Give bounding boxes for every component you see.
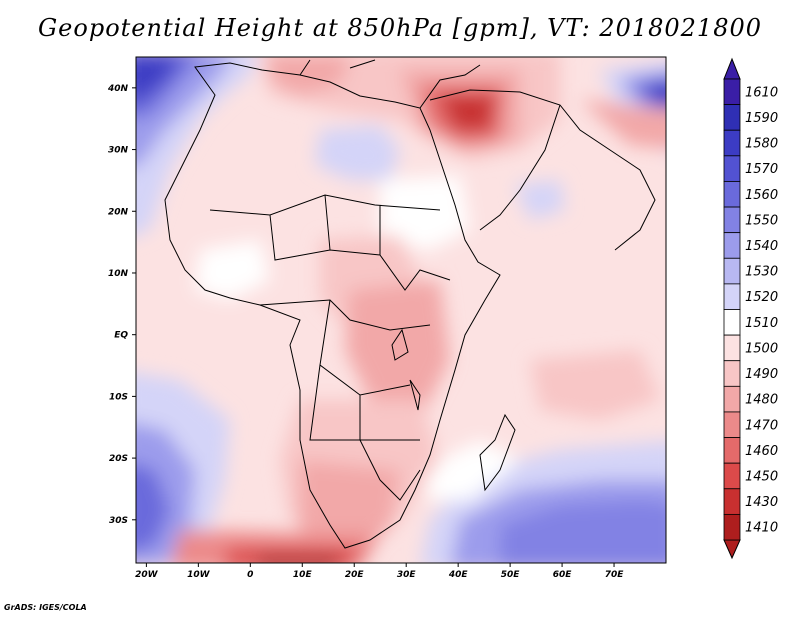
lat-tick-label: EQ bbox=[114, 331, 128, 341]
lon-tick-label: 30E bbox=[397, 570, 417, 580]
height-field bbox=[136, 57, 666, 563]
colorbar-label: 1590 bbox=[745, 111, 778, 126]
longitude-axis: 20W 10W 0 10E 20E 30E 40E 50E 60E 70E bbox=[135, 563, 624, 580]
colorbar-label: 1450 bbox=[745, 469, 778, 484]
colorbar-swatch bbox=[723, 206, 741, 234]
lon-tick-label: 70E bbox=[605, 570, 625, 580]
lat-tick-label: 30S bbox=[109, 516, 128, 526]
colorbar-label: 1430 bbox=[745, 495, 778, 510]
grads-credit: GrADS: IGES/COLA bbox=[4, 603, 87, 612]
colorbar-swatch bbox=[723, 513, 741, 541]
map-frame bbox=[135, 56, 667, 564]
colorbar-swatch bbox=[723, 129, 741, 157]
colorbar-label: 1530 bbox=[745, 265, 778, 280]
colorbar-swatch bbox=[723, 385, 741, 413]
colorbar-label: 1500 bbox=[745, 341, 778, 356]
colorbar-swatch bbox=[723, 309, 741, 336]
colorbar-label: 1570 bbox=[745, 162, 778, 177]
colorbar-swatch bbox=[723, 334, 741, 362]
lon-tick-label: 20E bbox=[345, 570, 365, 580]
colorbar-swatch bbox=[723, 462, 741, 490]
colorbar-arrow-top bbox=[723, 57, 741, 80]
lat-tick-label: 20N bbox=[108, 207, 129, 217]
colorbar-swatch bbox=[723, 232, 741, 259]
colorbar-swatch bbox=[723, 411, 741, 438]
colorbar-label: 1540 bbox=[745, 239, 778, 254]
colorbar-swatch bbox=[723, 437, 741, 464]
map-title: Geopotential Height at 850hPa [gpm], VT:… bbox=[38, 14, 762, 42]
colorbar-label: 1560 bbox=[745, 188, 778, 203]
lat-tick-label: 40N bbox=[107, 84, 129, 94]
lon-tick-label: 60E bbox=[553, 570, 573, 580]
lat-tick-label: 30N bbox=[108, 146, 129, 156]
colorbar-arrow-bottom bbox=[723, 539, 741, 560]
lat-tick-label: 20S bbox=[109, 454, 128, 464]
lon-tick-label: 20W bbox=[135, 570, 159, 580]
coastlines bbox=[164, 59, 656, 549]
colorbar-label: 1520 bbox=[745, 290, 778, 305]
latitude-axis: 40N 30N 20N 10N EQ 10S 20S 30S bbox=[107, 84, 136, 526]
colorbar-swatch bbox=[723, 78, 741, 106]
colorbar-swatch bbox=[723, 257, 741, 285]
lon-tick-label: 0 bbox=[247, 570, 253, 580]
lat-tick-label: 10S bbox=[109, 392, 128, 402]
colorbar: 1610 1590 1580 1570 1560 1550 1540 1530 1520 1510… bbox=[723, 57, 778, 560]
lat-tick-label: 10N bbox=[108, 269, 129, 279]
lon-tick-label: 50E bbox=[501, 570, 521, 580]
colorbar-label: 1580 bbox=[745, 137, 778, 152]
colorbar-swatch bbox=[723, 181, 741, 208]
lon-tick-label: 10E bbox=[293, 570, 313, 580]
colorbar-swatch bbox=[723, 360, 741, 387]
colorbar-label: 1410 bbox=[745, 521, 778, 536]
colorbar-swatch bbox=[723, 104, 741, 131]
colorbar-swatch bbox=[723, 283, 741, 310]
colorbar-swatch bbox=[723, 488, 741, 515]
lon-tick-label: 10W bbox=[187, 570, 211, 580]
colorbar-label: 1460 bbox=[745, 444, 778, 459]
colorbar-label: 1550 bbox=[745, 213, 778, 228]
lon-tick-label: 40E bbox=[448, 570, 469, 580]
colorbar-label: 1470 bbox=[745, 418, 778, 433]
colorbar-label: 1510 bbox=[745, 316, 778, 331]
colorbar-swatch bbox=[723, 155, 741, 182]
colorbar-label: 1480 bbox=[745, 393, 778, 408]
colorbar-label: 1610 bbox=[745, 85, 778, 100]
colorbar-label: 1490 bbox=[745, 367, 778, 382]
